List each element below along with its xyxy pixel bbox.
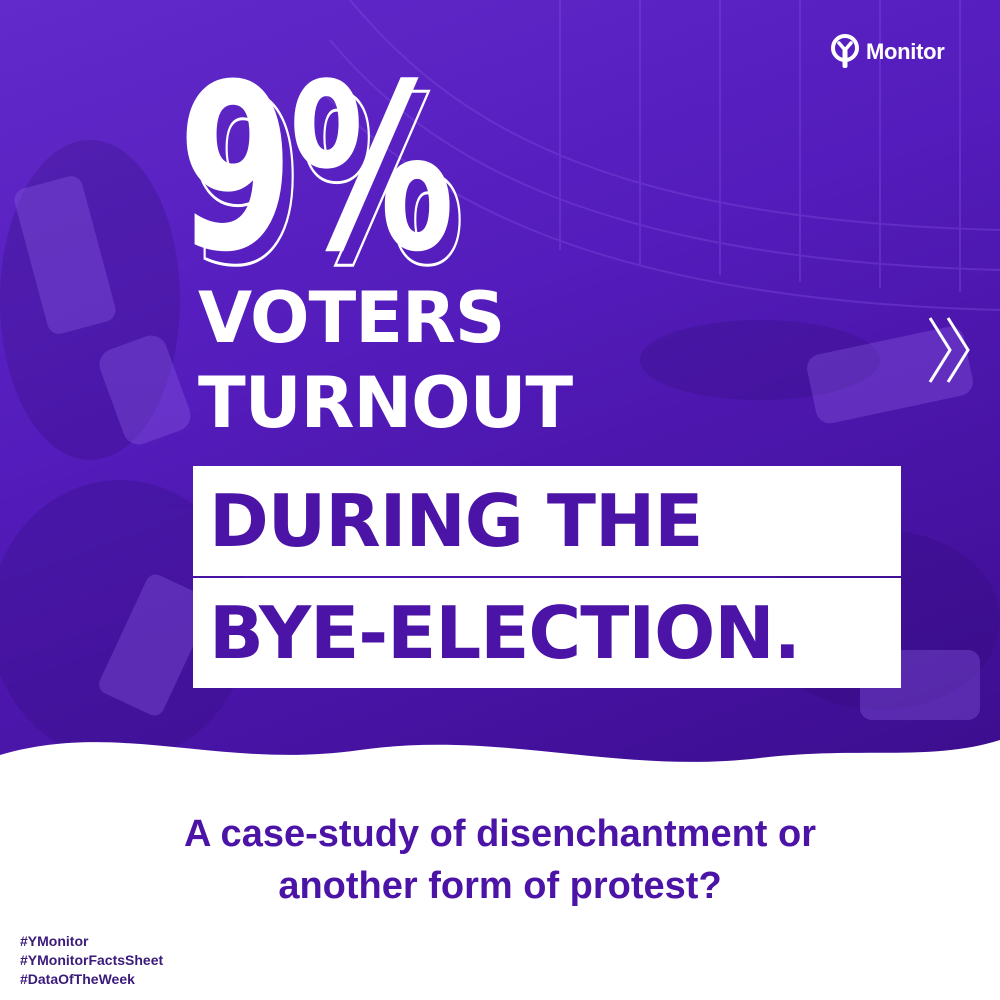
headline-box-during-the: DURING THE [193, 466, 901, 576]
subtitle-line-1: A case-study of disenchantment or [183, 813, 817, 855]
hero-background [0, 0, 1000, 800]
headline-line-turnout: TURNOUT [198, 362, 573, 444]
hashtag: #DataOfTheWeek [20, 971, 135, 987]
subtitle-line-2: another form of protest? [278, 865, 722, 907]
headline-line-voters: VOTERS [198, 277, 505, 359]
hashtag: #YMonitor [20, 933, 89, 949]
wave-divider [0, 740, 1000, 820]
subtitle: A case-study of disenchantment or anothe… [60, 808, 940, 912]
y-monitor-logo-icon [831, 34, 859, 68]
stat-value: 9% [178, 52, 450, 292]
turnout-percentage: 9% 9% [178, 36, 518, 319]
brand-logo: Monitor [830, 34, 945, 70]
logo-text: Monitor [866, 39, 945, 64]
stat-outline: 9% [188, 52, 460, 292]
headline-box-bye-election: BYE-ELECTION. [193, 578, 901, 688]
double-chevron-right-icon [928, 317, 970, 383]
hashtag: #YMonitorFactsSheet [20, 952, 164, 968]
hashtag-list: #YMonitor #YMonitorFactsSheet #DataOfThe… [20, 932, 163, 989]
